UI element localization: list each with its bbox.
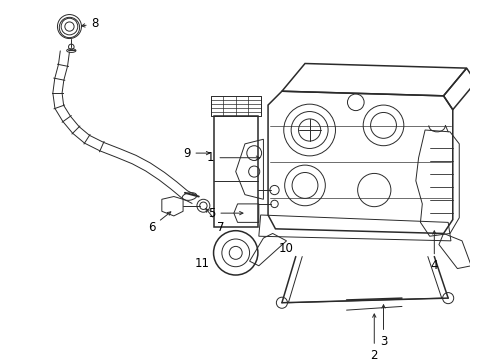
Text: 9: 9 (183, 147, 209, 159)
Text: 1: 1 (206, 151, 259, 164)
Text: 11: 11 (195, 257, 210, 270)
Text: 3: 3 (379, 305, 386, 348)
Text: 5: 5 (207, 207, 243, 220)
Text: 10: 10 (278, 242, 292, 255)
Text: 2: 2 (370, 314, 377, 360)
Text: 8: 8 (81, 17, 99, 30)
Text: 7: 7 (205, 209, 224, 234)
Text: 4: 4 (429, 231, 437, 272)
Text: 6: 6 (147, 212, 170, 234)
